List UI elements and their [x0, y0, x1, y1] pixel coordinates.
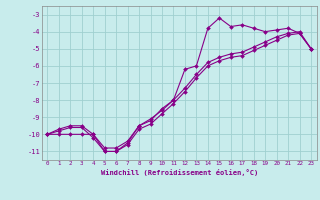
X-axis label: Windchill (Refroidissement éolien,°C): Windchill (Refroidissement éolien,°C): [100, 169, 258, 176]
